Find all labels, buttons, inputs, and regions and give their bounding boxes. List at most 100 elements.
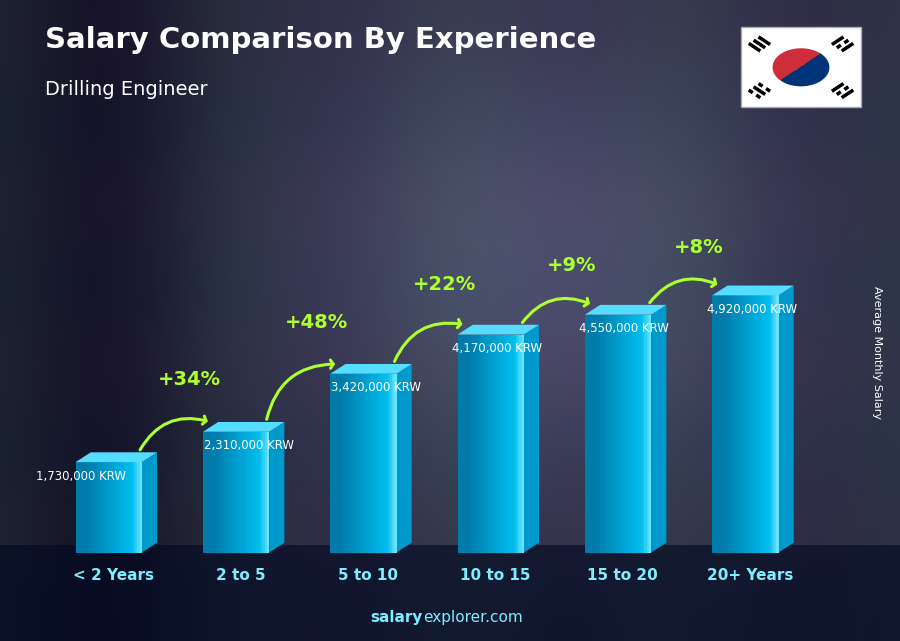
Bar [80,462,82,553]
Text: 10 to 15: 10 to 15 [460,568,530,583]
Bar [750,296,752,553]
Text: +8%: +8% [674,238,724,257]
Bar [140,462,142,553]
Bar [623,315,625,553]
Bar [724,296,725,553]
Bar [238,432,240,553]
Bar [263,432,265,553]
Text: 15 to 20: 15 to 20 [587,568,658,583]
Bar [385,374,388,553]
Bar [368,374,370,553]
Polygon shape [796,65,821,80]
Bar [754,296,757,553]
Bar [390,374,392,553]
Bar [739,296,741,553]
Text: 20+ Years: 20+ Years [706,568,793,583]
Bar [719,296,721,553]
Bar [716,296,719,553]
Text: 4,170,000 KRW: 4,170,000 KRW [452,342,542,355]
Bar [743,296,745,553]
Bar [759,296,760,553]
Polygon shape [396,364,411,553]
Bar [260,432,263,553]
Bar [383,374,385,553]
Bar [506,335,508,553]
Bar [122,462,124,553]
Bar [202,432,205,553]
Bar [111,462,113,553]
Bar [471,335,473,553]
Bar [513,335,515,553]
Bar [590,315,591,553]
Bar [89,462,91,553]
Polygon shape [142,453,157,553]
Polygon shape [773,49,821,80]
Bar [760,296,763,553]
Bar [486,335,489,553]
Bar [267,432,269,553]
Bar [227,432,230,553]
Bar [649,315,652,553]
Bar [462,335,464,553]
Bar [482,335,484,553]
Bar [600,315,603,553]
Bar [212,432,214,553]
Bar [515,335,518,553]
Bar [234,432,236,553]
Text: +22%: +22% [413,275,476,294]
Bar [631,315,634,553]
Polygon shape [524,325,539,553]
Bar [489,335,491,553]
Text: +48%: +48% [285,313,348,332]
Bar [335,374,337,553]
Bar [104,462,106,553]
Bar [457,335,460,553]
Bar [381,374,383,553]
Bar [91,462,94,553]
Text: 4,920,000 KRW: 4,920,000 KRW [706,303,796,316]
Bar [591,315,594,553]
Bar [493,335,495,553]
Bar [498,335,500,553]
Bar [469,335,471,553]
Bar [460,335,462,553]
Bar [118,462,120,553]
Bar [254,432,256,553]
Bar [770,296,772,553]
Bar [210,432,212,553]
Text: 4,550,000 KRW: 4,550,000 KRW [580,322,670,335]
Text: 5 to 10: 5 to 10 [338,568,398,583]
Bar [616,315,618,553]
Bar [330,374,333,553]
Text: Drilling Engineer: Drilling Engineer [45,80,208,99]
Bar [120,462,122,553]
Bar [359,374,361,553]
Bar [594,315,596,553]
Bar [392,374,394,553]
Bar [240,432,243,553]
Bar [596,315,599,553]
Bar [365,374,368,553]
Bar [370,374,373,553]
Bar [97,462,100,553]
Bar [635,315,638,553]
Bar [256,432,258,553]
Bar [715,296,716,553]
Bar [130,462,133,553]
Bar [745,296,748,553]
Bar [138,462,140,553]
Bar [484,335,486,553]
Bar [341,374,344,553]
Bar [774,296,777,553]
Polygon shape [330,364,411,374]
Polygon shape [269,422,284,553]
Bar [258,432,260,553]
Bar [519,335,522,553]
Text: Salary Comparison By Experience: Salary Comparison By Experience [45,26,596,54]
Bar [585,315,587,553]
Polygon shape [585,305,666,315]
Bar [464,335,466,553]
Bar [115,462,118,553]
Bar [133,462,135,553]
Bar [620,315,623,553]
